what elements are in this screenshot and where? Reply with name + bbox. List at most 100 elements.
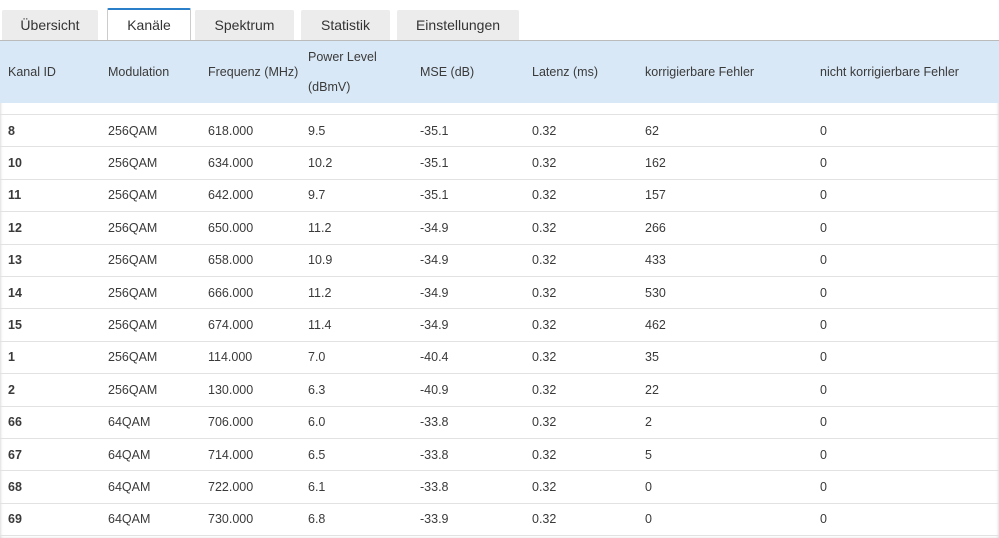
cell: 530 [637,276,812,310]
cell: -35.1 [412,114,524,148]
column-header: MSE (dB) [412,41,524,103]
cell: 5 [637,438,812,472]
channel-row: 68 64QAM 722.000 6.1 -33.8 0.32 0 0 [0,470,999,504]
cell: 11.4 [300,308,412,342]
cell: -34.9 [412,244,524,277]
cell: 0.32 [524,503,637,537]
cell: 658.000 [200,244,300,277]
cell: 64QAM [100,406,200,439]
cell: 642.000 [200,179,300,213]
channel-row: 8 256QAM 618.000 9.5 -35.1 0.32 62 0 [0,114,999,148]
channel-row: 15 256QAM 674.000 11.4 -34.9 0.32 462 0 [0,308,999,342]
cell: 256QAM [100,373,200,407]
channel-table: Kanal ID Modulation Frequenz (MHz) Power Le… [0,41,999,537]
cell: 634.000 [200,146,300,180]
cell: 15 [0,308,100,342]
cell: 0 [812,114,999,148]
cell: 10.9 [300,244,412,277]
cell: 666.000 [200,276,300,310]
cell: 722.000 [200,470,300,504]
cell: 0.32 [524,406,637,439]
header-row: Kanal ID Modulation Frequenz (MHz) Power Le… [0,41,999,103]
cell: 9.7 [300,179,412,213]
cell: 114.000 [200,341,300,375]
cell: 0.32 [524,244,637,277]
column-header: nicht korrigierbare Fehler [812,41,999,103]
cell: 0.32 [524,276,637,310]
spacer [0,103,999,115]
cell: 0 [812,503,999,537]
cell: -33.8 [412,470,524,504]
cell: 0.32 [524,179,637,213]
cell: 1 [0,341,100,375]
cell: 650.000 [200,211,300,245]
cell: 11 [0,179,100,213]
cell: 11.2 [300,211,412,245]
channel-row: 69 64QAM 730.000 6.8 -33.9 0.32 0 0 [0,503,999,537]
cell: 2 [637,406,812,439]
channel-panel: Kanal ID Modulation Frequenz (MHz) Power Le… [0,40,999,538]
cell: -35.1 [412,146,524,180]
tab[interactable]: Einstellungen [397,10,519,40]
channel-row: 12 256QAM 650.000 11.2 -34.9 0.32 266 0 [0,211,999,245]
cell: 10 [0,146,100,180]
cell: 68 [0,470,100,504]
cell: 0 [812,276,999,310]
cell: 0 [812,179,999,213]
cell: 157 [637,179,812,213]
channel-row: 14 256QAM 666.000 11.2 -34.9 0.32 530 0 [0,276,999,310]
tab[interactable]: Kanäle [107,8,191,43]
cell: -35.1 [412,179,524,213]
cell: 0 [812,373,999,407]
cell: 0.32 [524,146,637,180]
channel-row: 67 64QAM 714.000 6.5 -33.8 0.32 5 0 [0,438,999,472]
cell: 12 [0,211,100,245]
cell: 2 [0,373,100,407]
cell: 6.8 [300,503,412,537]
cell: 14 [0,276,100,310]
column-header: Modulation [100,41,200,103]
cell: 7.0 [300,341,412,375]
cell: 0.32 [524,373,637,407]
cell: 0.32 [524,438,637,472]
cell: -34.9 [412,211,524,245]
cell: 706.000 [200,406,300,439]
column-header: Latenz (ms) [524,41,637,103]
cell: 256QAM [100,341,200,375]
cell: 64QAM [100,438,200,472]
cell: 0 [812,341,999,375]
tab[interactable]: Statistik [301,10,390,40]
cell: 714.000 [200,438,300,472]
column-header: Frequenz (MHz) [200,41,300,103]
cell: 0 [637,503,812,537]
cell: 256QAM [100,179,200,213]
tab[interactable]: Spektrum [195,10,294,40]
cell: 67 [0,438,100,472]
cell: -33.8 [412,406,524,439]
cell: 6.3 [300,373,412,407]
cell: 618.000 [200,114,300,148]
cell: 256QAM [100,244,200,277]
cell: 266 [637,211,812,245]
cell: 35 [637,341,812,375]
cell: 0 [637,470,812,504]
cell: -34.9 [412,308,524,342]
cell: 730.000 [200,503,300,537]
channel-row: 2 256QAM 130.000 6.3 -40.9 0.32 22 0 [0,373,999,407]
cell: -34.9 [412,276,524,310]
column-header: Power Level (dBmV) [300,41,412,103]
cell: 11.2 [300,276,412,310]
cell: 69 [0,503,100,537]
cell: 0.32 [524,470,637,504]
channel-row: 13 256QAM 658.000 10.9 -34.9 0.32 433 0 [0,244,999,277]
cell: 162 [637,146,812,180]
cell: 0.32 [524,308,637,342]
channel-row: 10 256QAM 634.000 10.2 -35.1 0.32 162 0 [0,146,999,180]
tab[interactable]: Übersicht [2,10,98,40]
cell: 433 [637,244,812,277]
cell: 256QAM [100,276,200,310]
cell: -40.4 [412,341,524,375]
channel-row: 1 256QAM 114.000 7.0 -40.4 0.32 35 0 [0,341,999,375]
column-header: Kanal ID [0,41,100,103]
